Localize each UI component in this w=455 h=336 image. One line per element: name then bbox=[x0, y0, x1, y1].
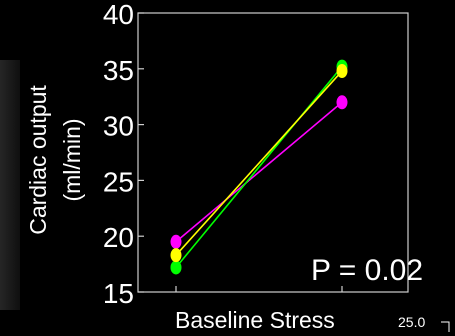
data-point bbox=[336, 64, 348, 79]
series-line bbox=[175, 101, 343, 243]
y-tick-label: 30 bbox=[103, 111, 134, 142]
corner-bracket bbox=[441, 321, 450, 332]
x-tick-label: Baseline Stress bbox=[175, 307, 335, 333]
y-tick-label: 25 bbox=[103, 166, 134, 197]
p-value-annotation: P = 0.02 bbox=[311, 254, 423, 287]
data-point bbox=[170, 248, 182, 263]
y-tick-label: 35 bbox=[103, 55, 134, 86]
background-texture bbox=[0, 60, 20, 310]
y-tick-label: 15 bbox=[103, 278, 134, 309]
y-tick-label: 40 bbox=[103, 0, 134, 30]
corner-label: 25.0 bbox=[398, 314, 425, 330]
series-line bbox=[175, 70, 343, 256]
data-point bbox=[170, 234, 182, 249]
y-axis-label-units: (ml/min) bbox=[59, 118, 85, 201]
series-line bbox=[175, 66, 343, 268]
plot-frame bbox=[137, 12, 409, 293]
y-tick-label: 20 bbox=[103, 222, 134, 253]
data-point bbox=[336, 95, 348, 110]
y-axis-label: Cardiac output bbox=[25, 85, 51, 235]
data-point bbox=[170, 260, 182, 275]
